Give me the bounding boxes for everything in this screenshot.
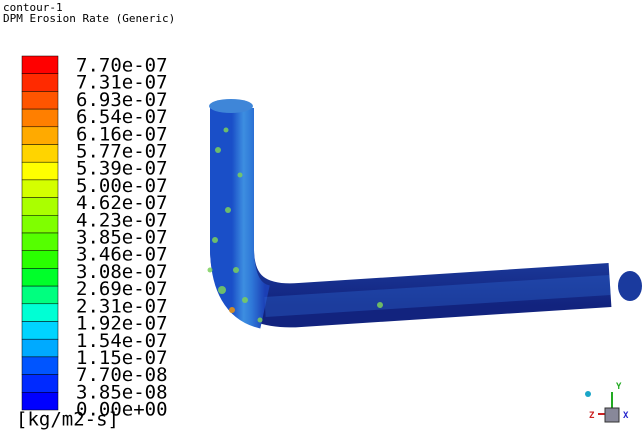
contour-variable: DPM Erosion Rate (Generic) [3, 12, 175, 25]
colorbar-band [22, 91, 58, 109]
colorbar-band [22, 251, 58, 269]
colorbar-band [22, 198, 58, 216]
colorbar-band [22, 286, 58, 304]
colorbar-band [22, 74, 58, 92]
colorbar-band [22, 375, 58, 393]
colorbar-band [22, 357, 58, 375]
colorbar-band [22, 162, 58, 180]
colorbar [22, 56, 58, 410]
colorbar-band [22, 215, 58, 233]
colorbar-band [22, 56, 58, 74]
colorbar-band [22, 180, 58, 198]
colorbar-band [22, 339, 58, 357]
colorbar-labels: 7.70e-077.31e-076.93e-076.54e-076.16e-07… [76, 55, 168, 421]
triad-z: Z [589, 411, 595, 421]
axis-triad: Y Z X [585, 382, 629, 422]
triad-y: Y [616, 382, 622, 392]
colorbar-band [22, 233, 58, 251]
unit-label: [kg/m2-s] [16, 409, 119, 431]
viewport: contour-1 DPM Erosion Rate (Generic) 7.7… [0, 0, 643, 434]
triad-x: X [623, 411, 629, 421]
pipe [208, 99, 643, 323]
colorbar-band [22, 304, 58, 322]
colorbar-band [22, 268, 58, 286]
colorbar-band [22, 109, 58, 127]
colorbar-band [22, 127, 58, 145]
colorbar-band [22, 145, 58, 163]
colorbar-band [22, 392, 58, 410]
colorbar-band [22, 322, 58, 340]
